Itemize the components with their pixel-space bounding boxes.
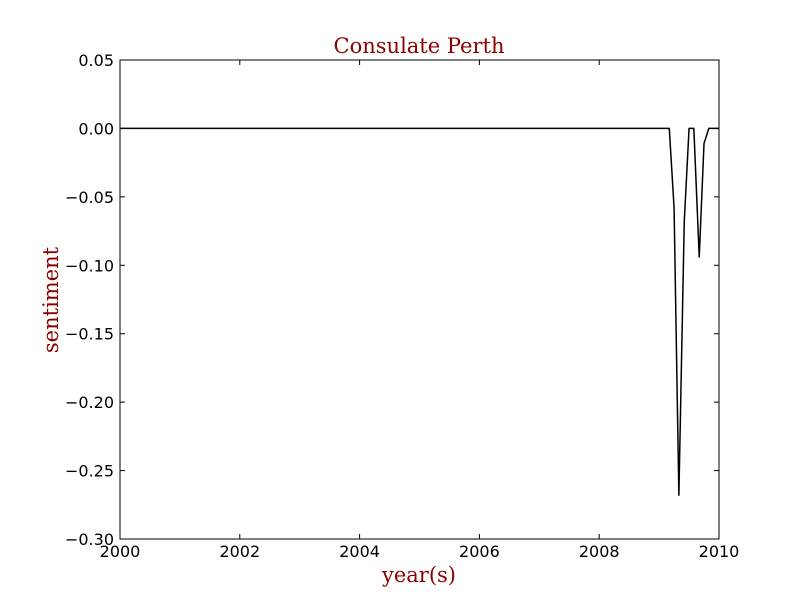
x-tick-label: 2002 bbox=[219, 542, 260, 561]
y-axis: 0.05 0.00 −0.05 −0.10 −0.15 −0.20 −0.25 −0.30 bbox=[65, 51, 719, 549]
y-tick-label: −0.20 bbox=[65, 393, 114, 412]
x-axis: 2000 2002 2004 2006 2008 2010 bbox=[100, 60, 740, 561]
y-tick-label: −0.15 bbox=[65, 325, 114, 344]
x-tick-label: 2010 bbox=[699, 542, 740, 561]
x-tick-label: 2006 bbox=[459, 542, 500, 561]
y-tick-label: −0.30 bbox=[65, 530, 114, 549]
y-tick-label: −0.05 bbox=[65, 188, 114, 207]
y-tick-label: −0.25 bbox=[65, 462, 114, 481]
plot-area bbox=[119, 59, 720, 540]
x-tick-label: 2008 bbox=[579, 542, 620, 561]
y-tick-label: 0.00 bbox=[78, 119, 114, 138]
x-tick-label: 2004 bbox=[339, 542, 380, 561]
chart-title: Consulate Perth bbox=[334, 34, 505, 58]
x-tick-label: 2000 bbox=[100, 542, 141, 561]
series-line-0 bbox=[120, 127, 719, 496]
y-axis-title: sentiment bbox=[39, 246, 63, 353]
plot-frame bbox=[119, 59, 720, 540]
x-axis-title: year(s) bbox=[381, 563, 456, 587]
y-tick-label: 0.05 bbox=[78, 51, 114, 70]
y-tick-label: −0.10 bbox=[65, 256, 114, 275]
